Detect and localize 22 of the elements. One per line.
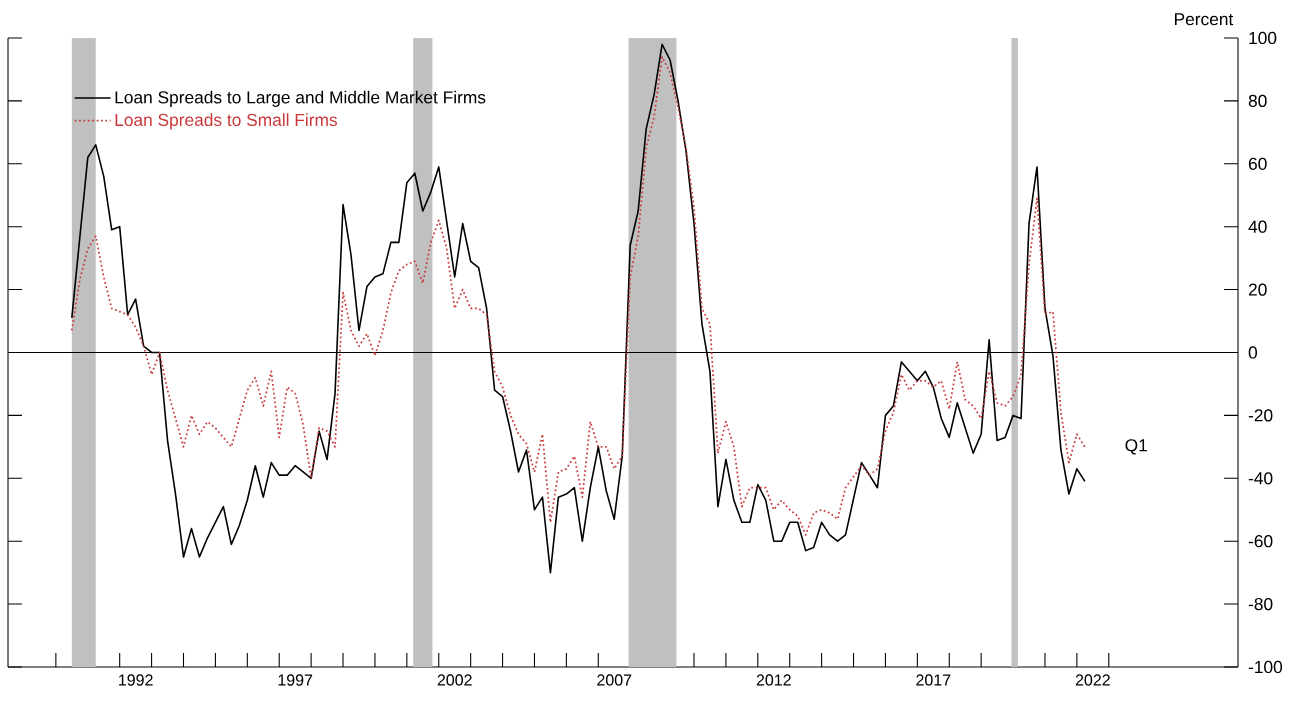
x-tick-label: 2012 [756, 674, 791, 686]
x-tick-label: 1997 [278, 674, 313, 686]
x-tick-label: 1992 [119, 674, 153, 686]
y-tick-label: 20 [1248, 283, 1267, 296]
x-tick-label: 2002 [437, 674, 472, 686]
y-tick-label: 40 [1248, 220, 1267, 233]
y-tick-label: -40 [1248, 472, 1273, 485]
legend-label: Loan Spreads to Large and Middle Market Firms [115, 90, 486, 107]
y-tick-label: 80 [1248, 94, 1267, 108]
y-tick-label: -20 [1248, 409, 1273, 422]
legend-label: Loan Spreads to Small Firms [115, 113, 338, 130]
y-axis-title: Percent [1174, 13, 1234, 26]
x-tick-label: 2007 [597, 674, 632, 686]
y-tick-label: -60 [1248, 535, 1273, 548]
y-tick-label: 100 [1249, 31, 1277, 45]
x-tick-label: 2022 [1075, 674, 1110, 686]
y-tick-label: 0 [1248, 346, 1258, 359]
annotation: Q1 [1125, 439, 1147, 455]
x-tick-label: 2017 [916, 674, 951, 686]
y-tick-label: -100 [1248, 660, 1283, 674]
y-tick-label: 60 [1248, 157, 1267, 170]
y-tick-label: -80 [1248, 597, 1273, 611]
